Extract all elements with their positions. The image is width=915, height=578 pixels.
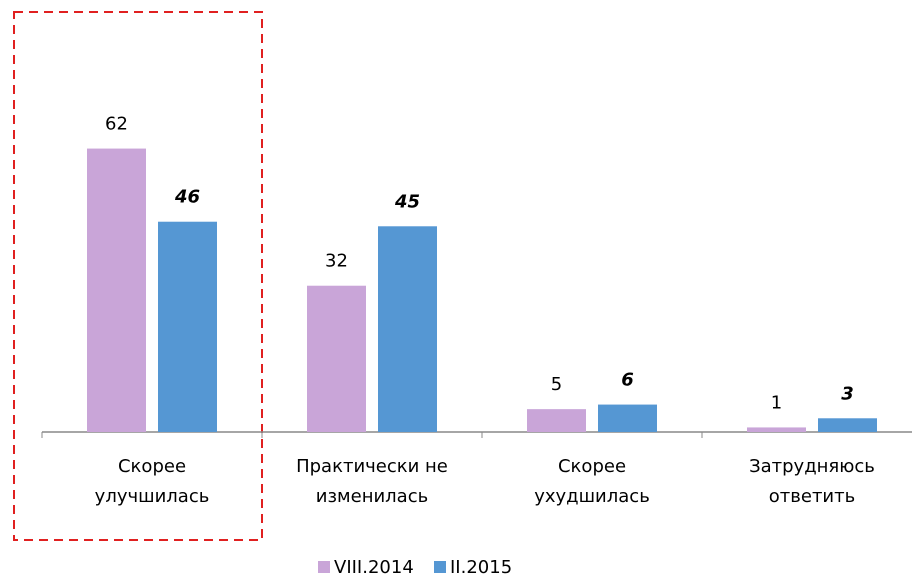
bar: [598, 404, 657, 432]
data-label: 6: [621, 370, 634, 391]
bar: [747, 427, 806, 432]
highlight-box: [13, 11, 263, 541]
data-label: 46: [174, 187, 200, 208]
data-label: 1: [771, 392, 782, 413]
bar: [818, 418, 877, 432]
x-tick-label: Скорее улучшилась: [95, 456, 210, 507]
bar: [87, 148, 146, 433]
x-tick-label: Затрудняюсь ответить: [749, 456, 875, 507]
x-tick-label: Практически не изменилась: [296, 456, 448, 507]
bar: [158, 221, 217, 432]
legend-label: II.2015: [450, 557, 512, 578]
x-tick-label: Скорее ухудшилась: [534, 456, 650, 507]
legend-label: VIII.2014: [334, 557, 414, 578]
data-label: 32: [325, 251, 348, 272]
bar: [378, 226, 437, 432]
bar: [527, 409, 586, 432]
data-label: 62: [105, 114, 128, 135]
legend-swatch: [318, 561, 330, 573]
legend-swatch: [434, 561, 446, 573]
data-label: 45: [394, 191, 420, 212]
data-label: 3: [841, 383, 854, 404]
bar: [307, 285, 366, 432]
data-label: 5: [551, 374, 562, 395]
